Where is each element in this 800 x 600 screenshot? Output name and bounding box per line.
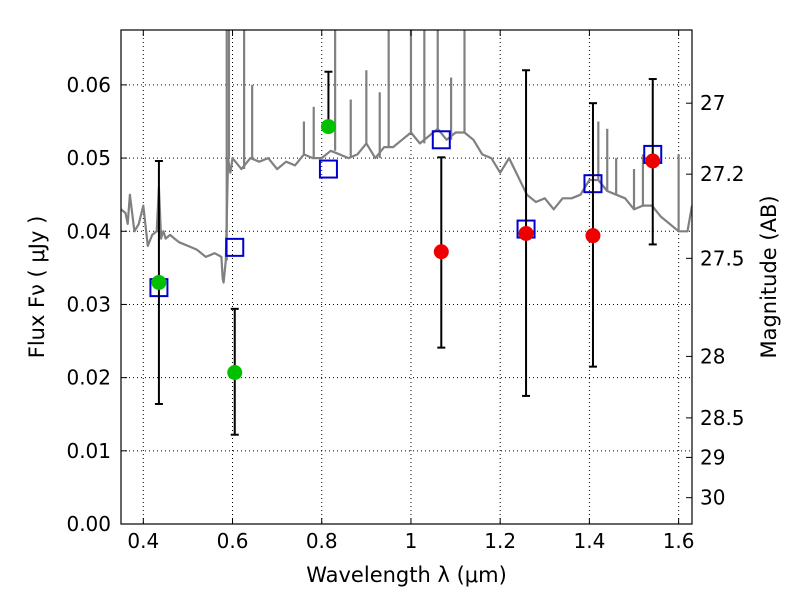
y2-tick-label: 29 <box>700 445 725 469</box>
y2-tick-label: 28.5 <box>700 406 745 430</box>
x-axis-label: Wavelength λ (μm) <box>306 563 507 587</box>
y-tick-label: 0.06 <box>66 73 111 97</box>
model-spectrum-line <box>121 127 692 284</box>
y-tick-label: 0.03 <box>66 292 111 316</box>
model-photometry-square <box>431 130 451 150</box>
axes: 0.4 0.6 0.8 1 1.2 1.4 1.6 0.00 0.01 0.02 0.03 0.04 0… <box>66 30 745 553</box>
x-tick-label: 1.4 <box>573 529 605 553</box>
green-data-point <box>151 274 167 290</box>
model-photometry-square <box>318 159 338 179</box>
y-axis-label: Flux Fν ( μJy ) <box>25 216 49 359</box>
y2-tick-label: 30 <box>700 486 725 510</box>
y2-tick-label: 27.2 <box>700 162 745 186</box>
x-tick-label: 0.6 <box>217 529 249 553</box>
y2-tick-label: 27 <box>700 91 725 115</box>
plot-area <box>121 30 692 436</box>
red-data-point <box>585 228 601 244</box>
green-data-point <box>227 365 243 381</box>
red-data-point <box>518 225 534 241</box>
x-tick-label: 0.8 <box>306 529 338 553</box>
y2-axis-label: Magnitude (AB) <box>757 195 781 358</box>
y2-tick-label: 27.5 <box>700 246 745 270</box>
x-tick-label: 1.6 <box>663 529 695 553</box>
red-data-point <box>433 244 449 260</box>
y-tick-label: 0.00 <box>66 512 111 536</box>
y-tick-label: 0.05 <box>66 146 111 170</box>
x-tick-label: 0.4 <box>127 529 159 553</box>
y2-tick-label: 28 <box>700 344 725 368</box>
y-tick-label: 0.04 <box>66 219 111 243</box>
y-tick-label: 0.01 <box>66 439 111 463</box>
grid <box>121 30 692 525</box>
green-data-point <box>320 119 336 135</box>
model-photometry-square <box>225 237 245 257</box>
y-tick-label: 0.02 <box>66 366 111 390</box>
x-tick-label: 1 <box>405 529 418 553</box>
x-tick-label: 1.2 <box>484 529 516 553</box>
red-data-point <box>645 153 661 169</box>
plot-frame <box>120 29 693 525</box>
